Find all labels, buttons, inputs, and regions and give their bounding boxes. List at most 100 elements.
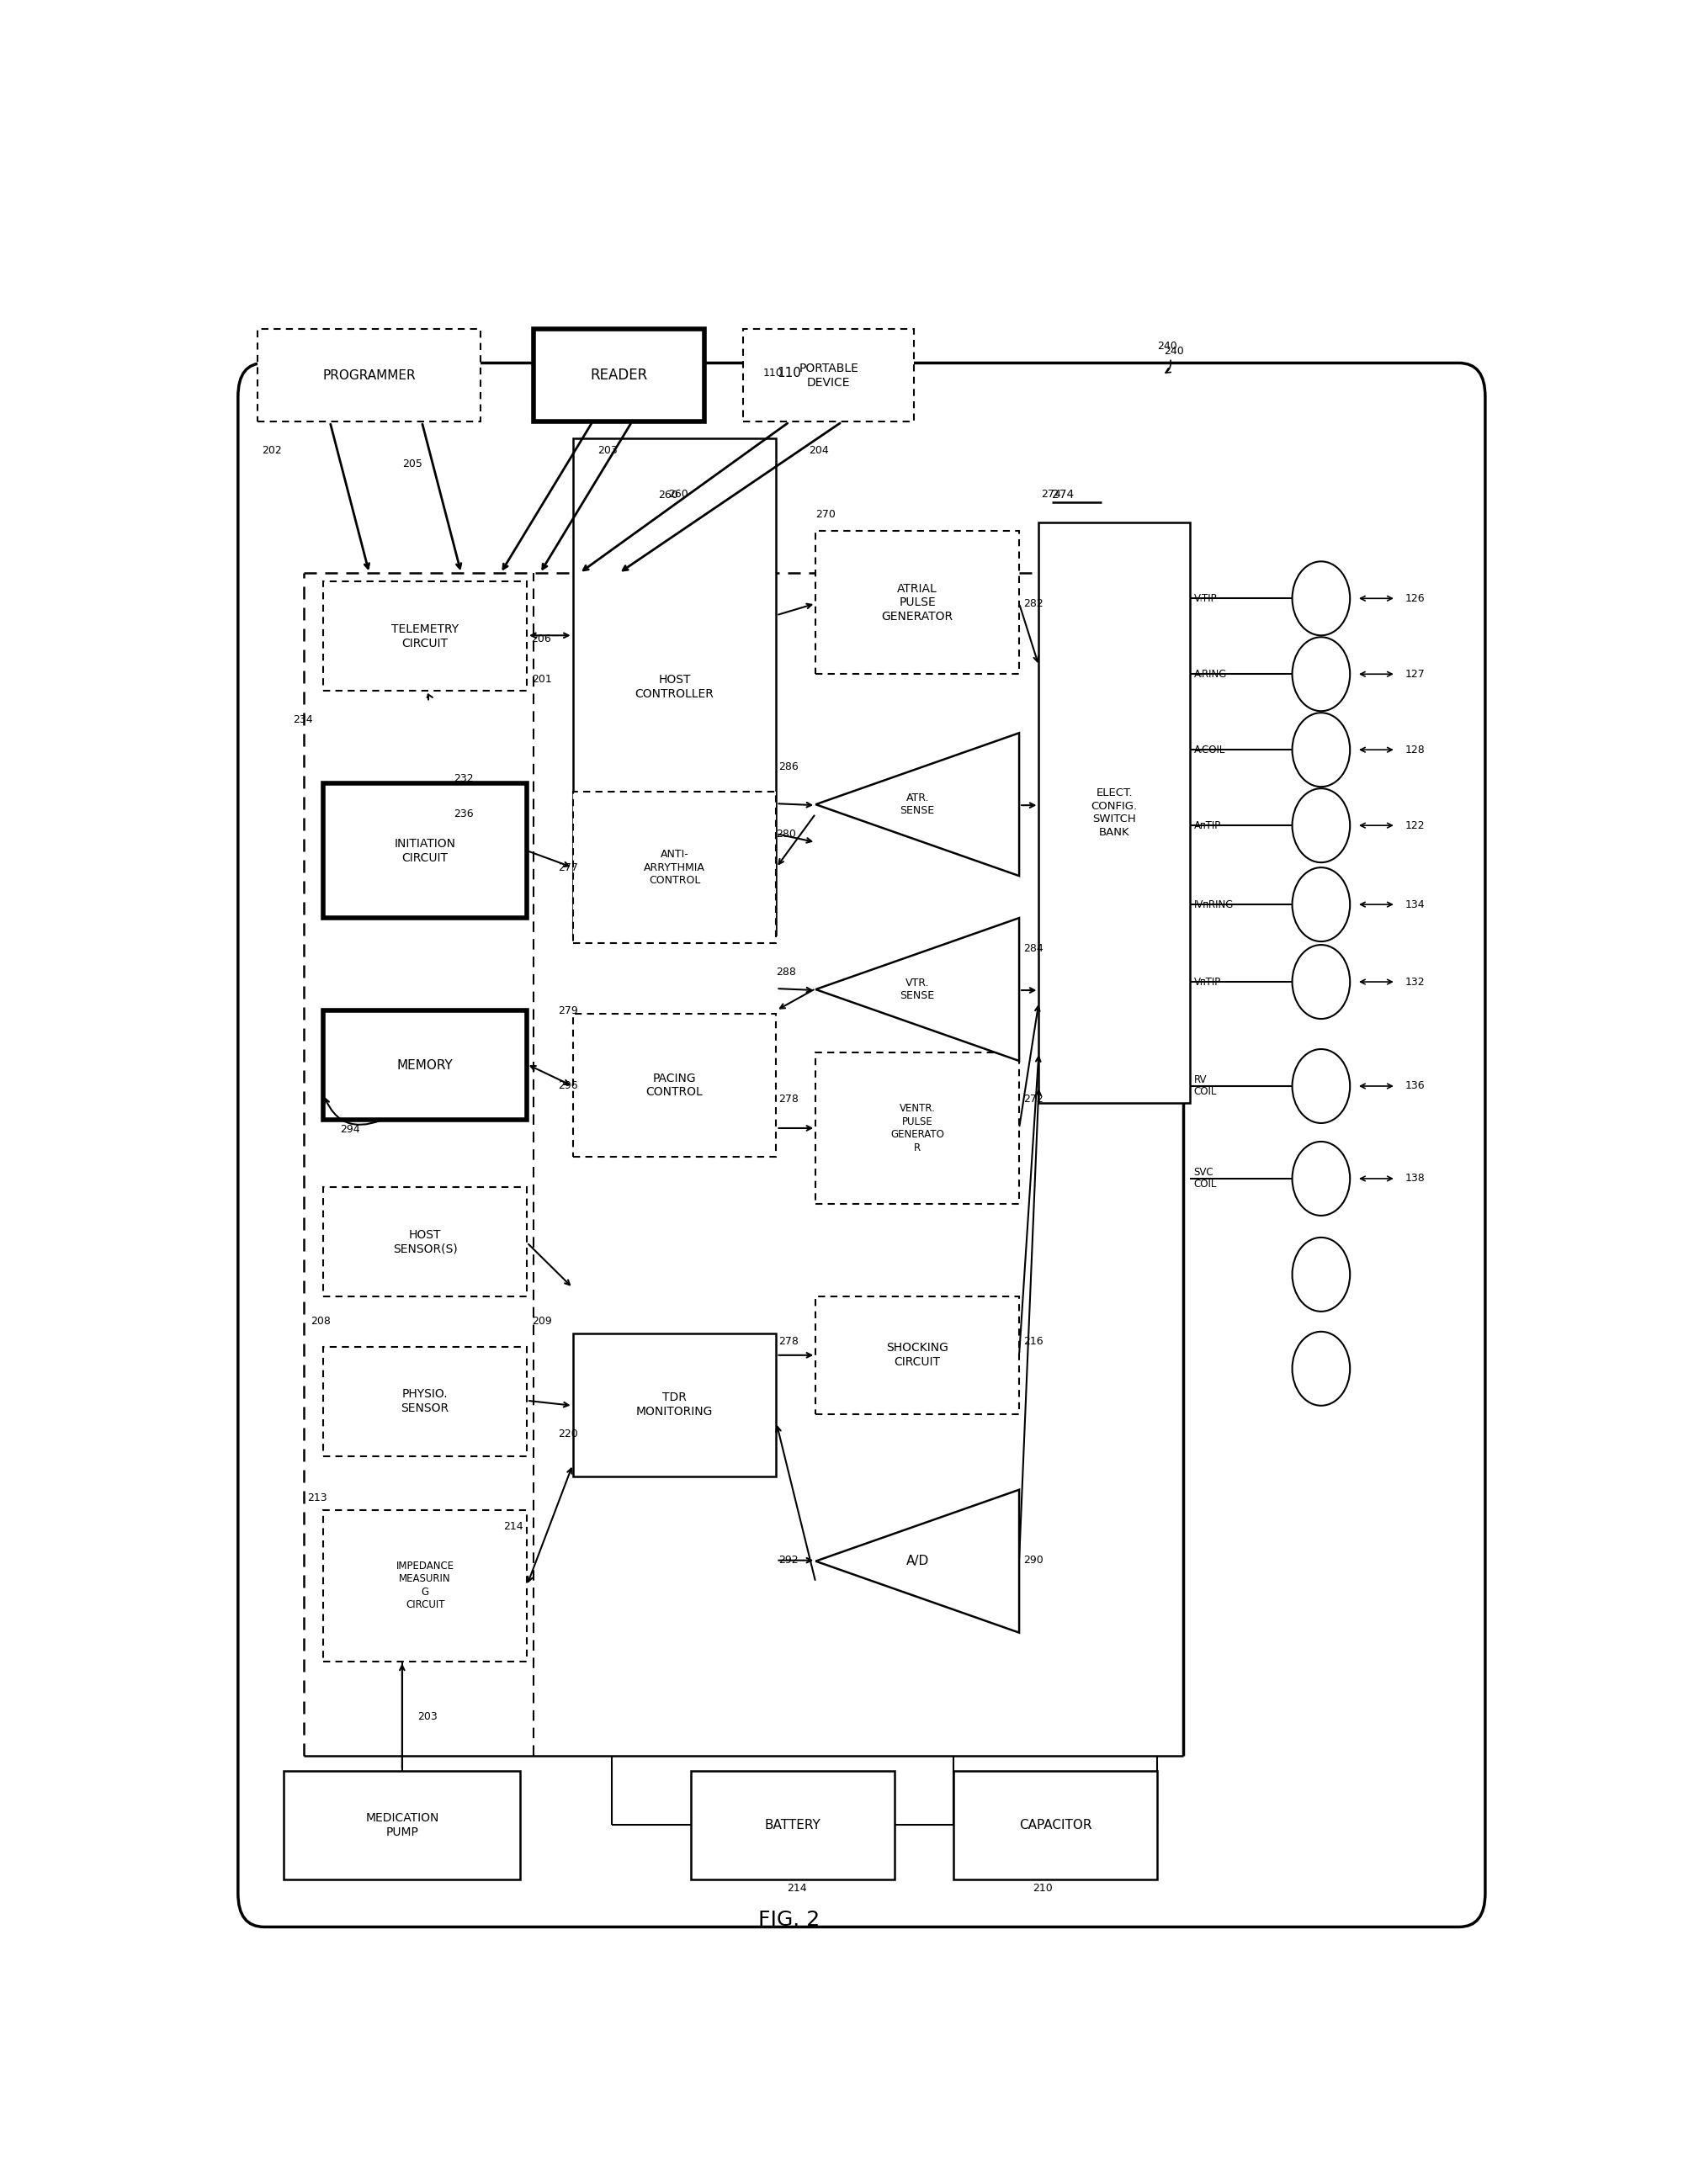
Text: 134: 134 [1404,900,1425,911]
Text: CAPACITOR: CAPACITOR [1018,1819,1091,1832]
Text: 110: 110 [762,367,783,378]
Text: 272: 272 [1023,1094,1044,1105]
Text: HOST
CONTROLLER: HOST CONTROLLER [635,675,715,699]
Text: PORTABLE
DEVICE: PORTABLE DEVICE [800,363,859,389]
Text: 210: 210 [1032,1883,1052,1894]
Text: VTR.
SENSE: VTR. SENSE [900,978,935,1000]
Text: 203: 203 [598,446,618,456]
Text: FIG. 2: FIG. 2 [759,1911,820,1931]
Text: 128: 128 [1404,745,1425,756]
Text: PROGRAMMER: PROGRAMMER [324,369,415,382]
Circle shape [1293,638,1350,712]
Text: AᴨTIP: AᴨTIP [1194,819,1221,830]
FancyBboxPatch shape [573,1013,776,1158]
Text: 274: 274 [1042,489,1062,500]
Circle shape [1293,712,1350,786]
Text: 208: 208 [310,1317,330,1328]
Text: ELECT.
CONFIG.
SWITCH
BANK: ELECT. CONFIG. SWITCH BANK [1091,788,1138,839]
FancyBboxPatch shape [691,1771,894,1880]
FancyBboxPatch shape [324,581,527,690]
Text: 274: 274 [1052,489,1074,500]
Text: BATTERY: BATTERY [764,1819,822,1832]
Text: MEDICATION
PUMP: MEDICATION PUMP [366,1813,439,1839]
FancyBboxPatch shape [573,793,776,943]
Text: 240: 240 [1157,341,1177,352]
Text: A/D: A/D [906,1555,928,1568]
Text: 214: 214 [503,1522,523,1533]
Text: 122: 122 [1404,819,1425,830]
FancyBboxPatch shape [534,330,705,422]
Text: RV
COIL: RV COIL [1194,1075,1216,1099]
FancyBboxPatch shape [257,330,481,422]
Text: 260: 260 [669,489,688,500]
Text: 286: 286 [779,760,800,773]
FancyBboxPatch shape [954,1771,1157,1880]
FancyBboxPatch shape [817,531,1020,675]
Circle shape [1293,867,1350,941]
Text: 209: 209 [532,1317,552,1328]
Text: VENTR.
PULSE
GENERATO
R: VENTR. PULSE GENERATO R [891,1103,944,1153]
Text: 290: 290 [1023,1555,1044,1566]
Circle shape [1293,946,1350,1018]
Text: 204: 204 [810,446,828,456]
Text: 138: 138 [1404,1173,1425,1184]
Polygon shape [817,1489,1020,1634]
Text: 202: 202 [261,446,281,456]
Text: 270: 270 [817,509,835,520]
Text: 136: 136 [1404,1081,1425,1092]
Text: 240: 240 [1164,345,1184,356]
Text: ATRIAL
PULSE
GENERATOR: ATRIAL PULSE GENERATOR [881,583,954,622]
FancyBboxPatch shape [237,363,1486,1926]
FancyBboxPatch shape [817,1297,1020,1413]
Circle shape [1293,1048,1350,1123]
Text: 214: 214 [786,1883,806,1894]
Text: IVᴨRING: IVᴨRING [1194,900,1233,911]
Text: 203: 203 [418,1712,437,1723]
Text: 201: 201 [532,673,552,684]
Text: TDR
MONITORING: TDR MONITORING [635,1391,713,1417]
Circle shape [1293,561,1350,636]
Text: READER: READER [590,369,647,382]
Text: INITIATION
CIRCUIT: INITIATION CIRCUIT [395,839,456,863]
Text: 278: 278 [779,1094,800,1105]
Polygon shape [817,917,1020,1061]
FancyBboxPatch shape [744,330,915,422]
FancyBboxPatch shape [324,784,527,917]
Text: 282: 282 [1023,598,1044,609]
Text: SHOCKING
CIRCUIT: SHOCKING CIRCUIT [886,1343,949,1367]
Text: 206: 206 [530,633,551,644]
FancyBboxPatch shape [324,1348,527,1457]
Text: AₗRING: AₗRING [1194,668,1226,679]
Text: HOST
SENSOR(S): HOST SENSOR(S) [393,1230,457,1254]
Text: 279: 279 [559,1005,578,1016]
Circle shape [1293,1142,1350,1216]
FancyBboxPatch shape [324,1509,527,1662]
FancyBboxPatch shape [324,1188,527,1297]
Text: ANTI-
ARRYTHMIA
CONTROL: ANTI- ARRYTHMIA CONTROL [644,850,705,887]
Text: 278: 278 [779,1337,800,1348]
FancyBboxPatch shape [324,1011,527,1120]
Circle shape [1293,1332,1350,1406]
Text: 284: 284 [1023,943,1044,954]
Text: 220: 220 [559,1428,578,1439]
Text: 126: 126 [1404,592,1425,605]
Text: 292: 292 [779,1555,800,1566]
Text: 234: 234 [293,714,313,725]
Text: AₗCOIL: AₗCOIL [1194,745,1225,756]
Text: ATR.
SENSE: ATR. SENSE [900,793,935,817]
Text: SVC
COIL: SVC COIL [1194,1166,1216,1190]
FancyBboxPatch shape [573,439,776,935]
Text: 232: 232 [454,773,473,784]
Circle shape [1293,788,1350,863]
FancyBboxPatch shape [573,1332,776,1476]
FancyBboxPatch shape [285,1771,520,1880]
Text: 236: 236 [454,808,473,819]
Text: 288: 288 [776,965,796,976]
Text: 132: 132 [1404,976,1425,987]
Text: 280: 280 [776,828,796,839]
Text: VᴨTIP: VᴨTIP [1194,976,1221,987]
FancyBboxPatch shape [817,1053,1020,1203]
Text: 110: 110 [778,367,801,380]
Text: MEMORY: MEMORY [396,1059,454,1072]
Text: 277: 277 [559,863,578,874]
